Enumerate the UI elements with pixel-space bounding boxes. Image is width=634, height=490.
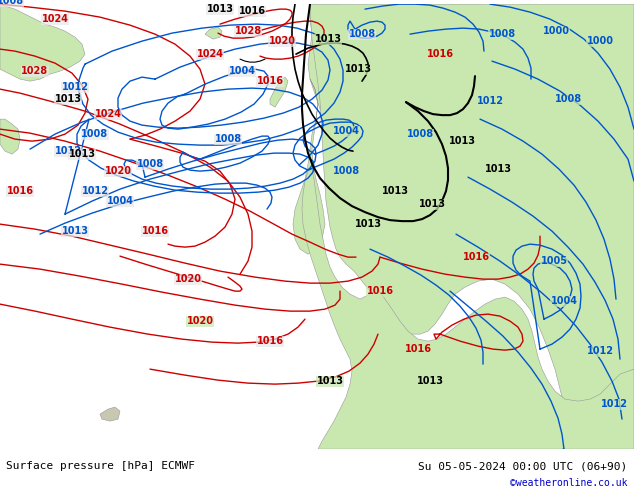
Text: 1013: 1013 — [418, 199, 446, 209]
Text: 1020: 1020 — [174, 274, 202, 284]
Text: 1012: 1012 — [55, 146, 82, 156]
Polygon shape — [270, 77, 288, 107]
Text: 1020: 1020 — [105, 166, 131, 176]
Polygon shape — [293, 79, 325, 254]
Text: 1012: 1012 — [61, 82, 89, 92]
Text: 1024: 1024 — [41, 14, 68, 24]
Text: 1020: 1020 — [269, 36, 295, 46]
Text: 1008: 1008 — [81, 129, 108, 139]
Polygon shape — [310, 4, 634, 449]
Text: ©weatheronline.co.uk: ©weatheronline.co.uk — [510, 478, 628, 489]
Polygon shape — [0, 4, 85, 81]
Text: 1016: 1016 — [404, 344, 432, 354]
Text: 1013: 1013 — [207, 4, 233, 14]
Text: 1016: 1016 — [238, 6, 266, 16]
Text: 1013: 1013 — [448, 136, 476, 146]
Text: 1013: 1013 — [55, 94, 82, 104]
Text: 1013: 1013 — [314, 34, 342, 44]
Text: 1016: 1016 — [257, 76, 283, 86]
Polygon shape — [308, 4, 510, 169]
Polygon shape — [100, 407, 120, 421]
Text: 1008: 1008 — [488, 29, 515, 39]
Text: 1024: 1024 — [94, 109, 122, 119]
Text: 1028: 1028 — [22, 66, 49, 76]
Text: 1008: 1008 — [0, 0, 23, 6]
Text: 1012: 1012 — [477, 96, 503, 106]
Text: 1008: 1008 — [349, 29, 375, 39]
Text: 1013: 1013 — [61, 226, 89, 236]
Text: 1020: 1020 — [186, 316, 214, 326]
Text: 1016: 1016 — [141, 226, 169, 236]
Text: 1000: 1000 — [543, 26, 569, 36]
Text: 1028: 1028 — [235, 26, 262, 36]
Text: 1012: 1012 — [600, 399, 628, 409]
Text: 1013: 1013 — [354, 219, 382, 229]
Text: 1013: 1013 — [484, 164, 512, 174]
Text: 1008: 1008 — [332, 166, 359, 176]
Text: 1008: 1008 — [406, 129, 434, 139]
Polygon shape — [205, 27, 222, 39]
Text: 1004: 1004 — [550, 296, 578, 306]
Text: 1008: 1008 — [555, 94, 581, 104]
Text: 1016: 1016 — [366, 286, 394, 296]
Text: 1024: 1024 — [197, 49, 224, 59]
Text: 1016: 1016 — [257, 336, 283, 346]
Text: 1004: 1004 — [332, 126, 359, 136]
Text: Su 05-05-2024 00:00 UTC (06+90): Su 05-05-2024 00:00 UTC (06+90) — [418, 461, 628, 471]
Polygon shape — [302, 169, 634, 449]
Text: 1016: 1016 — [427, 49, 453, 59]
Text: 1008: 1008 — [136, 159, 164, 169]
Text: Surface pressure [hPa] ECMWF: Surface pressure [hPa] ECMWF — [6, 461, 195, 471]
Text: 1004: 1004 — [228, 66, 256, 76]
Text: 1004: 1004 — [107, 196, 134, 206]
Text: 1016: 1016 — [462, 252, 489, 262]
Text: 1005: 1005 — [541, 256, 567, 266]
Text: 1013: 1013 — [344, 64, 372, 74]
Text: 1013: 1013 — [417, 376, 444, 386]
Text: 1012: 1012 — [82, 186, 108, 196]
Polygon shape — [0, 119, 20, 154]
Text: 1016: 1016 — [6, 186, 34, 196]
Text: 1013: 1013 — [68, 149, 96, 159]
Text: 1000: 1000 — [586, 36, 614, 46]
Text: 1012: 1012 — [586, 346, 614, 356]
Text: 1008: 1008 — [214, 134, 242, 144]
Text: 1013: 1013 — [316, 376, 344, 386]
Text: 1013: 1013 — [382, 186, 408, 196]
